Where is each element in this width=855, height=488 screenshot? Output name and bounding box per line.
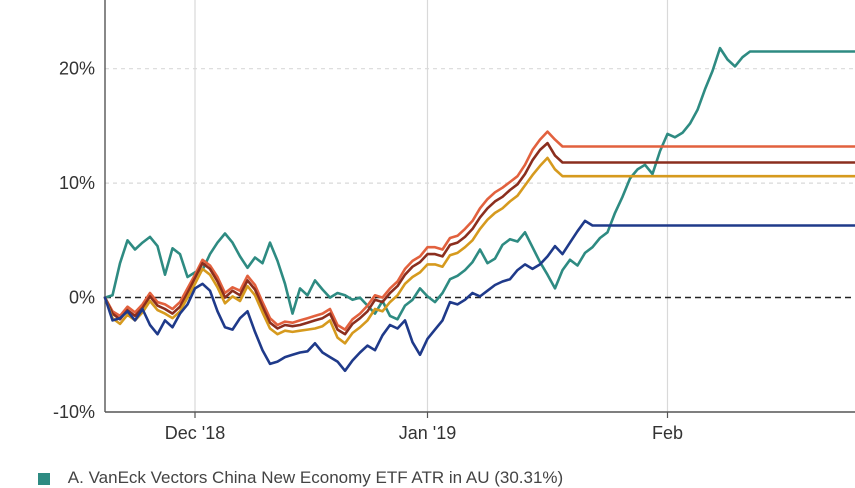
series-lines	[103, 46, 855, 373]
series-line-1	[103, 46, 855, 321]
series-line-2	[103, 130, 855, 331]
y-tick-label: 0%	[69, 288, 95, 308]
y-tick-label: -10%	[53, 402, 95, 422]
legend-swatch	[38, 472, 50, 485]
x-tick-label: Dec '18	[165, 423, 225, 443]
legend-label: A. VanEck Vectors China New Economy ETF …	[67, 468, 564, 487]
series-line-5	[103, 219, 855, 373]
y-tick-label: 20%	[59, 59, 95, 79]
tick-labels: -10% 0% 10% 20% Dec '18 Jan '19 Feb	[53, 59, 683, 443]
x-tick-label: Jan '19	[399, 423, 456, 443]
series-line-4	[103, 156, 855, 345]
grid	[105, 0, 855, 412]
axes	[104, 0, 855, 418]
x-tick-label: Feb	[652, 423, 683, 443]
series-line-3	[103, 141, 855, 336]
y-tick-label: 10%	[59, 173, 95, 193]
